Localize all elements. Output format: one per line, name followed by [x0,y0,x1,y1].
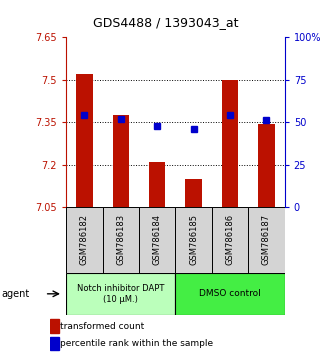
Bar [113,115,129,207]
FancyBboxPatch shape [175,207,212,273]
FancyBboxPatch shape [66,207,103,273]
Text: GSM786183: GSM786183 [116,214,125,266]
Text: GSM786185: GSM786185 [189,214,198,266]
Text: GSM786184: GSM786184 [153,214,162,266]
Text: agent: agent [2,289,30,299]
Text: percentile rank within the sample: percentile rank within the sample [60,339,213,348]
Bar [222,80,238,207]
Text: Notch inhibitor DAPT
(10 μM.): Notch inhibitor DAPT (10 μM.) [77,284,165,303]
Bar [258,124,275,207]
Bar [185,179,202,207]
Text: transformed count: transformed count [60,321,144,331]
Text: GSM786187: GSM786187 [262,214,271,266]
Bar [50,337,59,350]
Text: GDS4488 / 1393043_at: GDS4488 / 1393043_at [93,16,238,29]
Text: DMSO control: DMSO control [199,289,261,298]
FancyBboxPatch shape [175,273,285,315]
Bar [50,319,59,333]
FancyBboxPatch shape [139,207,175,273]
Bar [76,74,93,207]
FancyBboxPatch shape [212,207,248,273]
FancyBboxPatch shape [103,207,139,273]
Bar [149,162,166,207]
Text: GSM786182: GSM786182 [80,214,89,266]
FancyBboxPatch shape [66,273,175,315]
Text: GSM786186: GSM786186 [225,214,235,266]
FancyBboxPatch shape [248,207,285,273]
